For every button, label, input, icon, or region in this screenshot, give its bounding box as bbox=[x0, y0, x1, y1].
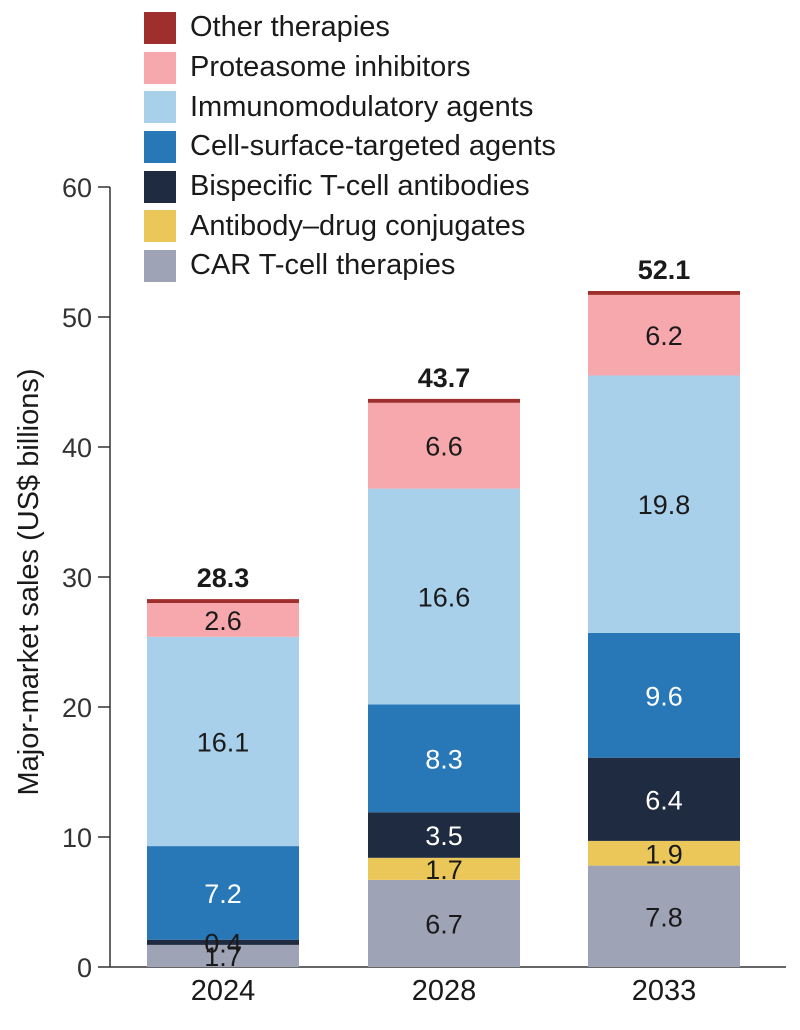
total-label: 28.3 bbox=[197, 563, 250, 593]
bar-segment bbox=[588, 291, 740, 295]
bar-segment bbox=[147, 603, 299, 637]
bar-segment bbox=[588, 757, 740, 841]
legend-label: Bispecific T-cell antibodies bbox=[190, 170, 530, 203]
segment-value-label: 7.8 bbox=[645, 902, 683, 932]
x-tick-label: 2033 bbox=[632, 975, 697, 1007]
bar-segment bbox=[147, 599, 299, 603]
legend-swatch bbox=[144, 210, 176, 243]
segment-value-label: 8.3 bbox=[425, 744, 463, 774]
bar-segment bbox=[368, 879, 520, 967]
bar-segment bbox=[588, 865, 740, 967]
legend-swatch bbox=[144, 51, 176, 84]
segment-value-label: 3.5 bbox=[425, 821, 463, 851]
legend-label: Antibody–drug conjugates bbox=[190, 209, 526, 242]
bar-segment bbox=[147, 846, 299, 940]
bar-segment bbox=[588, 840, 740, 866]
bar-segment bbox=[368, 402, 520, 489]
legend-item: Immunomodulatory agents bbox=[144, 87, 556, 127]
legend: Other therapies Proteasome inhibitors Immu… bbox=[144, 8, 556, 286]
segment-value-label: 7.2 bbox=[204, 879, 242, 909]
legend-item: Antibody–drug conjugates bbox=[144, 206, 556, 246]
data-labels: 1.70.47.216.12.628.36.71.73.58.316.66.64… bbox=[197, 255, 691, 972]
y-tick-label: 30 bbox=[62, 563, 92, 593]
legend-label: Cell-surface-targeted agents bbox=[190, 130, 556, 163]
segment-value-label: 6.6 bbox=[425, 432, 463, 462]
segment-value-label: 1.7 bbox=[204, 942, 242, 972]
legend-item: Other therapies bbox=[144, 8, 556, 48]
bar-segment bbox=[368, 488, 520, 705]
legend-item: Bispecific T-cell antibodies bbox=[144, 167, 556, 207]
bar-segment bbox=[368, 398, 520, 403]
bar-segment bbox=[147, 944, 299, 967]
y-tick-label: 0 bbox=[77, 953, 92, 983]
segment-value-label: 1.9 bbox=[645, 839, 683, 869]
y-tick-label: 20 bbox=[62, 693, 92, 723]
legend-label: Other therapies bbox=[190, 11, 390, 44]
bar-segment bbox=[588, 294, 740, 376]
legend-item: Cell-surface-targeted agents bbox=[144, 127, 556, 167]
x-tick-label: 2024 bbox=[191, 975, 256, 1007]
bar-segment bbox=[147, 939, 299, 945]
legend-swatch bbox=[144, 170, 176, 203]
segment-value-label: 6.4 bbox=[645, 785, 683, 815]
y-axis-title: Major-market sales (US$ billions) bbox=[13, 368, 45, 795]
total-label: 43.7 bbox=[418, 363, 471, 393]
segment-value-label: 9.6 bbox=[645, 681, 683, 711]
y-tick-label: 40 bbox=[62, 433, 92, 463]
legend-item: CAR T-cell therapies bbox=[144, 246, 556, 286]
segment-value-label: 19.8 bbox=[638, 490, 691, 520]
legend-label: Proteasome inhibitors bbox=[190, 51, 471, 84]
segment-value-label: 6.7 bbox=[425, 909, 463, 939]
y-tick-label: 60 bbox=[62, 173, 92, 203]
bar-segment bbox=[368, 857, 520, 880]
bar-segment bbox=[368, 704, 520, 813]
bar-segment bbox=[588, 632, 740, 758]
total-label: 52.1 bbox=[638, 255, 691, 285]
segment-value-label: 0.4 bbox=[204, 928, 242, 958]
legend-swatch bbox=[144, 91, 176, 124]
bar-segment bbox=[147, 636, 299, 847]
y-tick-label: 50 bbox=[62, 303, 92, 333]
legend-item: Proteasome inhibitors bbox=[144, 48, 556, 88]
segment-value-label: 16.1 bbox=[197, 727, 250, 757]
bar-segment bbox=[368, 812, 520, 858]
legend-swatch bbox=[144, 130, 176, 163]
legend-swatch bbox=[144, 11, 176, 44]
legend-label: CAR T-cell therapies bbox=[190, 249, 456, 282]
segment-value-label: 16.6 bbox=[418, 583, 471, 613]
segment-value-label: 2.6 bbox=[204, 606, 242, 636]
bars bbox=[147, 291, 740, 967]
bar-segment bbox=[588, 375, 740, 633]
axes: 0 10 20 30 40 50 60 Major-market sales (US$ bil… bbox=[13, 173, 786, 1007]
legend-label: Immunomodulatory agents bbox=[190, 90, 534, 123]
legend-swatch bbox=[144, 249, 176, 282]
x-tick-label: 2028 bbox=[412, 975, 477, 1007]
segment-value-label: 6.2 bbox=[645, 321, 683, 351]
segment-value-label: 1.7 bbox=[425, 855, 463, 885]
y-tick-label: 10 bbox=[62, 823, 92, 853]
